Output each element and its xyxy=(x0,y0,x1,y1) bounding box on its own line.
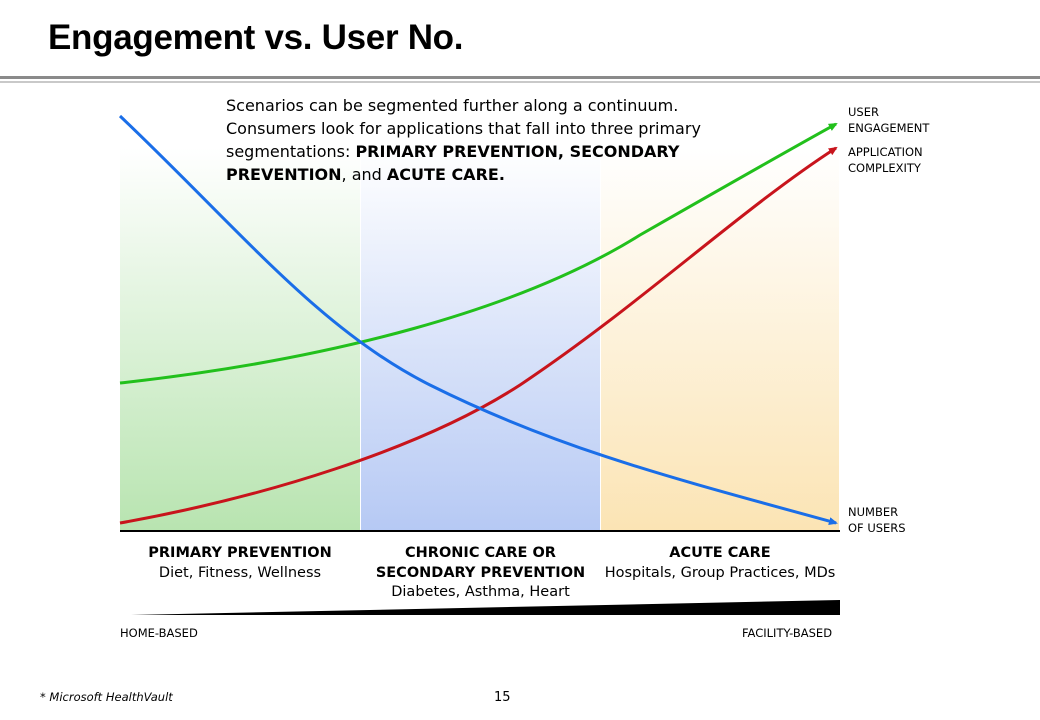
intro-line-3: segmentations: PRIMARY PREVENTION, SECON… xyxy=(226,142,680,161)
home-based-label: HOME-BASED xyxy=(120,626,198,640)
label-user-engagement: USER ENGAGEMENT xyxy=(848,105,930,135)
segment-heading: CHRONIC CARE OR xyxy=(405,545,556,561)
label-number-of-users: NUMBER OF USERS xyxy=(848,505,906,535)
page-number: 15 xyxy=(494,690,511,705)
segment-band-primary xyxy=(120,148,360,531)
footnote: * Microsoft HealthVault xyxy=(40,690,173,704)
term-secondary: SECONDARY xyxy=(569,142,680,161)
segment-heading: ACUTE CARE xyxy=(669,545,771,561)
term-acute-care: ACUTE CARE. xyxy=(386,165,505,184)
term-prevention: PREVENTION xyxy=(226,165,342,184)
user-engagement-curve xyxy=(119,122,838,385)
intro-line-2: Consumers look for applications that fal… xyxy=(226,119,701,138)
facility-based-label: FACILITY-BASED xyxy=(742,626,833,640)
number-of-users-curve xyxy=(118,114,838,525)
intro-line-4: PREVENTION, and ACUTE CARE. xyxy=(226,165,505,184)
segment-primary-prevention: PRIMARY PREVENTION Diet, Fitness, Wellne… xyxy=(120,544,360,583)
segment-secondary-prevention: CHRONIC CARE OR SECONDARY PREVENTION Dia… xyxy=(361,544,600,603)
continuum-wedge xyxy=(131,600,840,615)
segment-detail: Diabetes, Asthma, Heart xyxy=(391,584,570,600)
intro-line-1: Scenarios can be segmented further along… xyxy=(226,96,679,115)
title-rule-light xyxy=(0,81,1040,83)
segment-heading: PRIMARY PREVENTION xyxy=(148,545,332,561)
title-rule xyxy=(0,76,1040,79)
segment-detail: Hospitals, Group Practices, MDs xyxy=(604,564,836,581)
label-application-complexity: APPLICATION COMPLEXITY xyxy=(848,145,923,175)
page-title: Engagement vs. User No. xyxy=(48,18,464,57)
term-primary-prevention: PRIMARY PREVENTION xyxy=(355,142,558,161)
segment-heading-2: SECONDARY PREVENTION xyxy=(375,564,586,581)
intro-text: Scenarios can be segmented further along… xyxy=(226,94,786,186)
segment-band-acute xyxy=(601,148,839,531)
segment-band-secondary xyxy=(361,148,600,531)
application-complexity-curve xyxy=(119,146,838,525)
segment-acute-care: ACUTE CARE Hospitals, Group Practices, M… xyxy=(592,544,848,583)
segment-detail: Diet, Fitness, Wellness xyxy=(158,564,322,581)
